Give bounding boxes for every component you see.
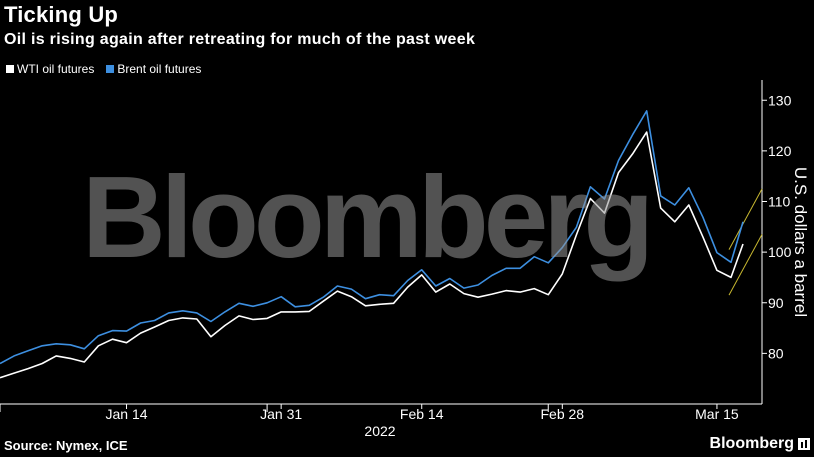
y-tick-label: 80 — [768, 345, 784, 361]
legend-item-wti: WTI oil futures — [6, 62, 94, 76]
y-tick-label: 110 — [768, 194, 791, 210]
brand-logo: Bloomberg — [710, 435, 810, 453]
legend-label-wti: WTI oil futures — [17, 62, 95, 76]
y-tick-label: 120 — [768, 143, 792, 159]
y-tick-label: 90 — [768, 295, 784, 311]
x-tick-label: Feb 14 — [400, 406, 444, 422]
chart-title: Ticking Up — [4, 2, 119, 27]
y-tick-label: 130 — [768, 92, 792, 108]
projection-channel-upper — [728, 188, 763, 250]
brent-series-line — [0, 110, 744, 365]
legend-swatch-wti — [6, 65, 14, 73]
y-axis-title: U.S. dollars a barrel — [791, 167, 810, 317]
source-note: Source: Nymex, ICE — [4, 438, 128, 453]
legend-label-brent: Brent oil futures — [117, 62, 202, 76]
x-axis-year-label: 2022 — [364, 423, 395, 439]
legend-swatch-brent — [106, 65, 115, 73]
chart-subtitle: Oil is rising again after retreating for… — [4, 31, 476, 48]
y-tick-label: 100 — [768, 244, 792, 260]
x-tick-label: Jan 14 — [105, 406, 147, 422]
x-tick-label: Jan 31 — [260, 406, 302, 422]
plot-area: 80 90 100 110 120 130 U.S. dollars a barrel Jan… — [0, 80, 810, 439]
x-tick-label: Mar 15 — [695, 406, 739, 422]
legend-item-brent: Brent oil futures — [106, 62, 201, 76]
wti-series-line — [0, 131, 744, 379]
legend: WTI oil futures Brent oil futures — [6, 62, 213, 76]
projection-channel-lower — [728, 234, 763, 296]
x-tick-label: Feb 28 — [541, 406, 585, 422]
bar-chart-icon — [798, 438, 810, 450]
brand-name: Bloomberg — [709, 435, 794, 452]
